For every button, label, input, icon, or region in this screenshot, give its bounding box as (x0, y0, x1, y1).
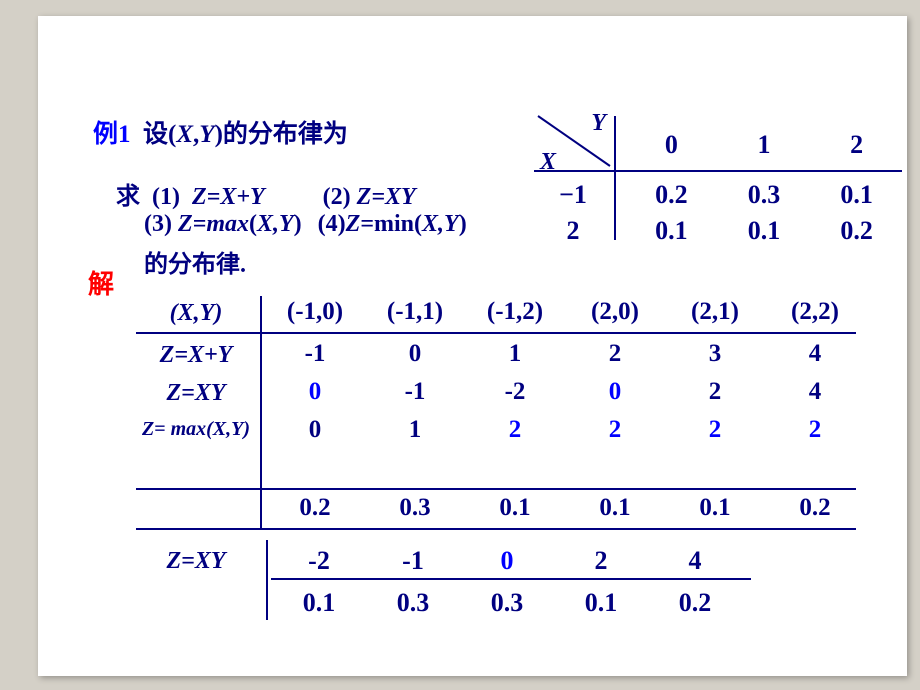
solution-label: 解 (88, 264, 114, 301)
pair-4: (2,1) (666, 298, 764, 326)
mt-cell-0-5: 4 (766, 340, 864, 368)
mt-row-label-0: Z=X+Y (136, 342, 256, 369)
mt-row-0: Z=X+Y -101234 (136, 338, 896, 376)
mt-row-vals-2: 012222 (264, 414, 866, 446)
mt-cell-0-2: 1 (466, 340, 564, 368)
diag-header: Y X (534, 114, 612, 174)
slide: 例1 设(X,Y)的分布律为 求 (1) Z=X+Y (2) Z=XY (3) … (38, 16, 907, 676)
mt-cell-0-4: 3 (666, 340, 764, 368)
mt-cell-2-2: 2 (466, 416, 564, 444)
mt-row-vals-0: -101234 (264, 338, 866, 370)
y-axis-label: Y (591, 110, 606, 137)
mt-cell-1-3: 0 (566, 378, 664, 406)
st-v-12: 0.2 (811, 214, 902, 248)
mt-probs: 0.2 0.3 0.1 0.1 0.1 0.2 (264, 492, 866, 524)
example-label: 例1 (93, 121, 131, 148)
mt-cell-1-2: -2 (466, 378, 564, 406)
bt-prob-2: 0.3 (461, 584, 553, 622)
bt-probs: 0.10.30.30.10.2 (271, 582, 743, 624)
bt-val-3: 2 (555, 542, 647, 580)
bt-val-4: 4 (649, 542, 741, 580)
st-v-02: 0.1 (811, 178, 902, 212)
mt-cell-0-0: -1 (266, 340, 364, 368)
st-hline (534, 170, 902, 172)
st-ch-1: 1 (719, 130, 810, 160)
question-row-2: (3) Z=max(X,Y) (4)Z=min(X,Y) (144, 211, 467, 238)
mt-cell-2-3: 2 (566, 416, 664, 444)
st-rh-1: 2 (536, 214, 610, 248)
mt-row-label-2: Z= max(X,Y) (136, 418, 256, 441)
pr-1: 0.3 (366, 494, 464, 522)
main-table: (X,Y) (-1,0) (-1,1) (-1,2) (2,0) (2,1) (… (136, 296, 896, 334)
mt-cell-2-5: 2 (766, 416, 864, 444)
mt-cell-1-4: 2 (666, 378, 764, 406)
mt-prob-row: 0.2 0.3 0.1 0.1 0.1 0.2 (136, 492, 896, 530)
mt-cell-1-1: -1 (366, 378, 464, 406)
mt-cell-1-5: 4 (766, 378, 864, 406)
st-rh-0: −1 (536, 178, 610, 212)
st-v-10: 0.1 (626, 214, 717, 248)
mt-cell-1-0: 0 (266, 378, 364, 406)
pr-4: 0.1 (666, 494, 764, 522)
bt-prob-0: 0.1 (273, 584, 365, 622)
st-col-headers: 0 1 2 (624, 128, 904, 162)
bt-prob-4: 0.2 (649, 584, 741, 622)
st-v-00: 0.2 (626, 178, 717, 212)
pr-5: 0.2 (766, 494, 864, 522)
mt-header-row: (X,Y) (-1,0) (-1,1) (-1,2) (2,0) (2,1) (… (136, 296, 896, 334)
bt-prob-1: 0.3 (367, 584, 459, 622)
bt-vals: -2-1024 (271, 540, 743, 582)
pr-2: 0.1 (466, 494, 564, 522)
pr-0: 0.2 (266, 494, 364, 522)
mt-cell-2-1: 1 (366, 416, 464, 444)
mt-pairs: (-1,0) (-1,1) (-1,2) (2,0) (2,1) (2,2) (264, 296, 866, 328)
pr-3: 0.1 (566, 494, 664, 522)
pair-2: (-1,2) (466, 298, 564, 326)
st-vline (614, 116, 616, 240)
mt-row-label-1: Z=XY (136, 380, 256, 407)
bt-vline (266, 540, 268, 620)
mt-pair-label: (X,Y) (136, 300, 256, 327)
mt-row-vals-1: 0-1-2024 (264, 376, 866, 408)
st-v-11: 0.1 (719, 214, 810, 248)
bt-val-0: -2 (273, 542, 365, 580)
example-stmt: 设(X,Y)的分布律为 (137, 121, 348, 148)
bt-prob-3: 0.1 (555, 584, 647, 622)
st-row-headers: −1 2 (534, 176, 612, 250)
bt-label: Z=XY (136, 548, 256, 575)
mt-hline-2 (136, 488, 856, 490)
mt-cell-0-3: 2 (566, 340, 664, 368)
pair-3: (2,0) (566, 298, 664, 326)
mt-cell-0-1: 0 (366, 340, 464, 368)
bt-val-2: 0 (461, 542, 553, 580)
mt-row-1: Z=XY0-1-2024 (136, 376, 896, 414)
bt-val-1: -1 (367, 542, 459, 580)
st-ch-0: 0 (626, 130, 717, 160)
pair-0: (-1,0) (266, 298, 364, 326)
pair-1: (-1,1) (366, 298, 464, 326)
mt-cell-2-4: 2 (666, 416, 764, 444)
ask-label: 求 (116, 184, 140, 210)
st-values: 0.2 0.3 0.1 0.1 0.1 0.2 (624, 176, 904, 250)
mt-row-2: Z= max(X,Y)012222 (136, 414, 896, 452)
question-tail: 的分布律. (144, 244, 246, 279)
question-row-1: 求 (1) Z=X+Y (2) Z=XY (116, 176, 416, 211)
st-ch-2: 2 (811, 130, 902, 160)
st-v-01: 0.3 (719, 178, 810, 212)
pair-5: (2,2) (766, 298, 864, 326)
example-line1: 例1 设(X,Y)的分布律为 (93, 114, 348, 150)
mt-cell-2-0: 0 (266, 416, 364, 444)
